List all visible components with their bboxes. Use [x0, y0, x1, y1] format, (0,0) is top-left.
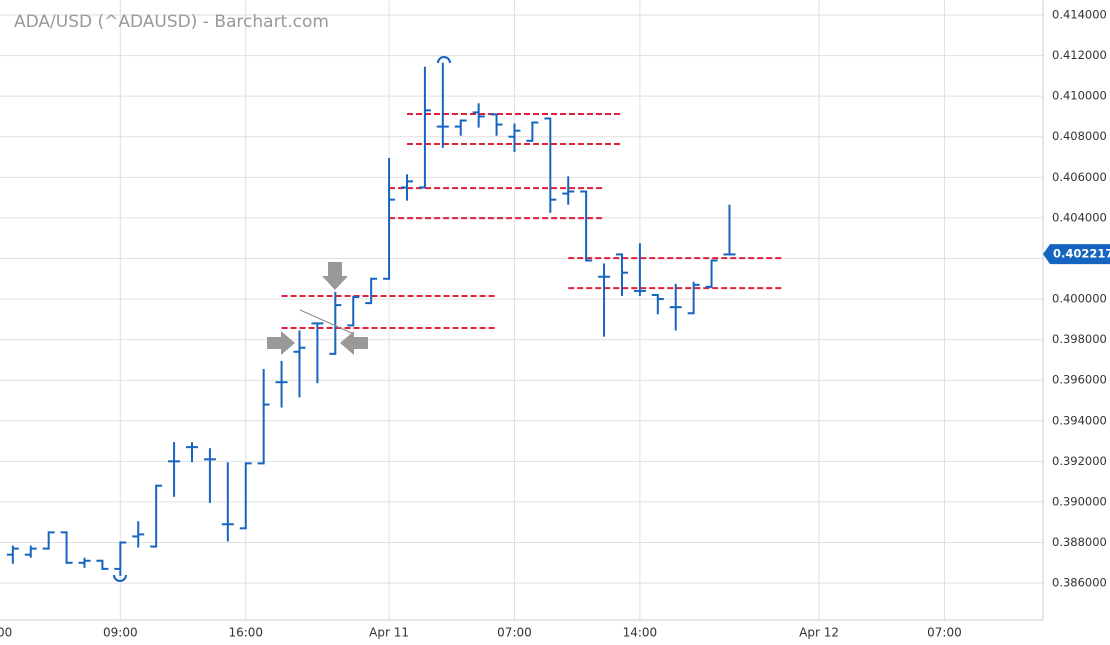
- y-tick-label: 0.408000: [1052, 129, 1107, 143]
- last-price-box: [1043, 244, 1110, 265]
- annotations: [113, 56, 451, 582]
- y-tick-label: 0.388000: [1052, 535, 1107, 549]
- y-tick-label: 0.390000: [1052, 494, 1107, 508]
- x-tick-label: 02:00: [0, 626, 12, 640]
- y-tick-label: 0.404000: [1052, 210, 1107, 224]
- y-tick-label: 0.412000: [1052, 48, 1107, 62]
- x-tick-label: 07:00: [927, 626, 962, 640]
- y-tick-label: 0.398000: [1052, 332, 1107, 346]
- y-tick-label: 0.414000: [1052, 8, 1107, 22]
- y-tick-label: 0.400000: [1052, 292, 1107, 306]
- y-tick-label: 0.386000: [1052, 576, 1107, 590]
- x-tick-label: Apr 12: [799, 626, 839, 640]
- last-price-label: 0.402217: [1053, 247, 1110, 261]
- y-tick-label: 0.396000: [1052, 373, 1107, 387]
- chart-title: ADA/USD (^ADAUSD) - Barchart.com: [14, 12, 329, 32]
- labels: 0.386000 0.388000 0.390000 0.392000 0.394000…: [0, 8, 1110, 640]
- down-arrow: [322, 262, 348, 290]
- trend-line: [299, 309, 355, 335]
- y-tick-label: 0.410000: [1052, 89, 1107, 103]
- grid: [0, 0, 1043, 620]
- x-tick-label: Apr 11: [369, 626, 409, 640]
- x-tick-label: 16:00: [228, 626, 263, 640]
- bars: [6, 62, 736, 576]
- high-marker: [437, 56, 451, 64]
- y-tick-label: 0.392000: [1052, 454, 1107, 468]
- y-tick-label: 0.406000: [1052, 170, 1107, 184]
- x-tick-label: 07:00: [497, 626, 532, 640]
- x-tick-label: 14:00: [623, 626, 658, 640]
- y-tick-label: 0.394000: [1052, 413, 1107, 427]
- low-marker: [113, 574, 127, 582]
- levels: [281, 113, 784, 330]
- right-arrow: [267, 331, 295, 355]
- x-tick-label: 09:00: [103, 626, 138, 640]
- left-arrow: [340, 331, 368, 355]
